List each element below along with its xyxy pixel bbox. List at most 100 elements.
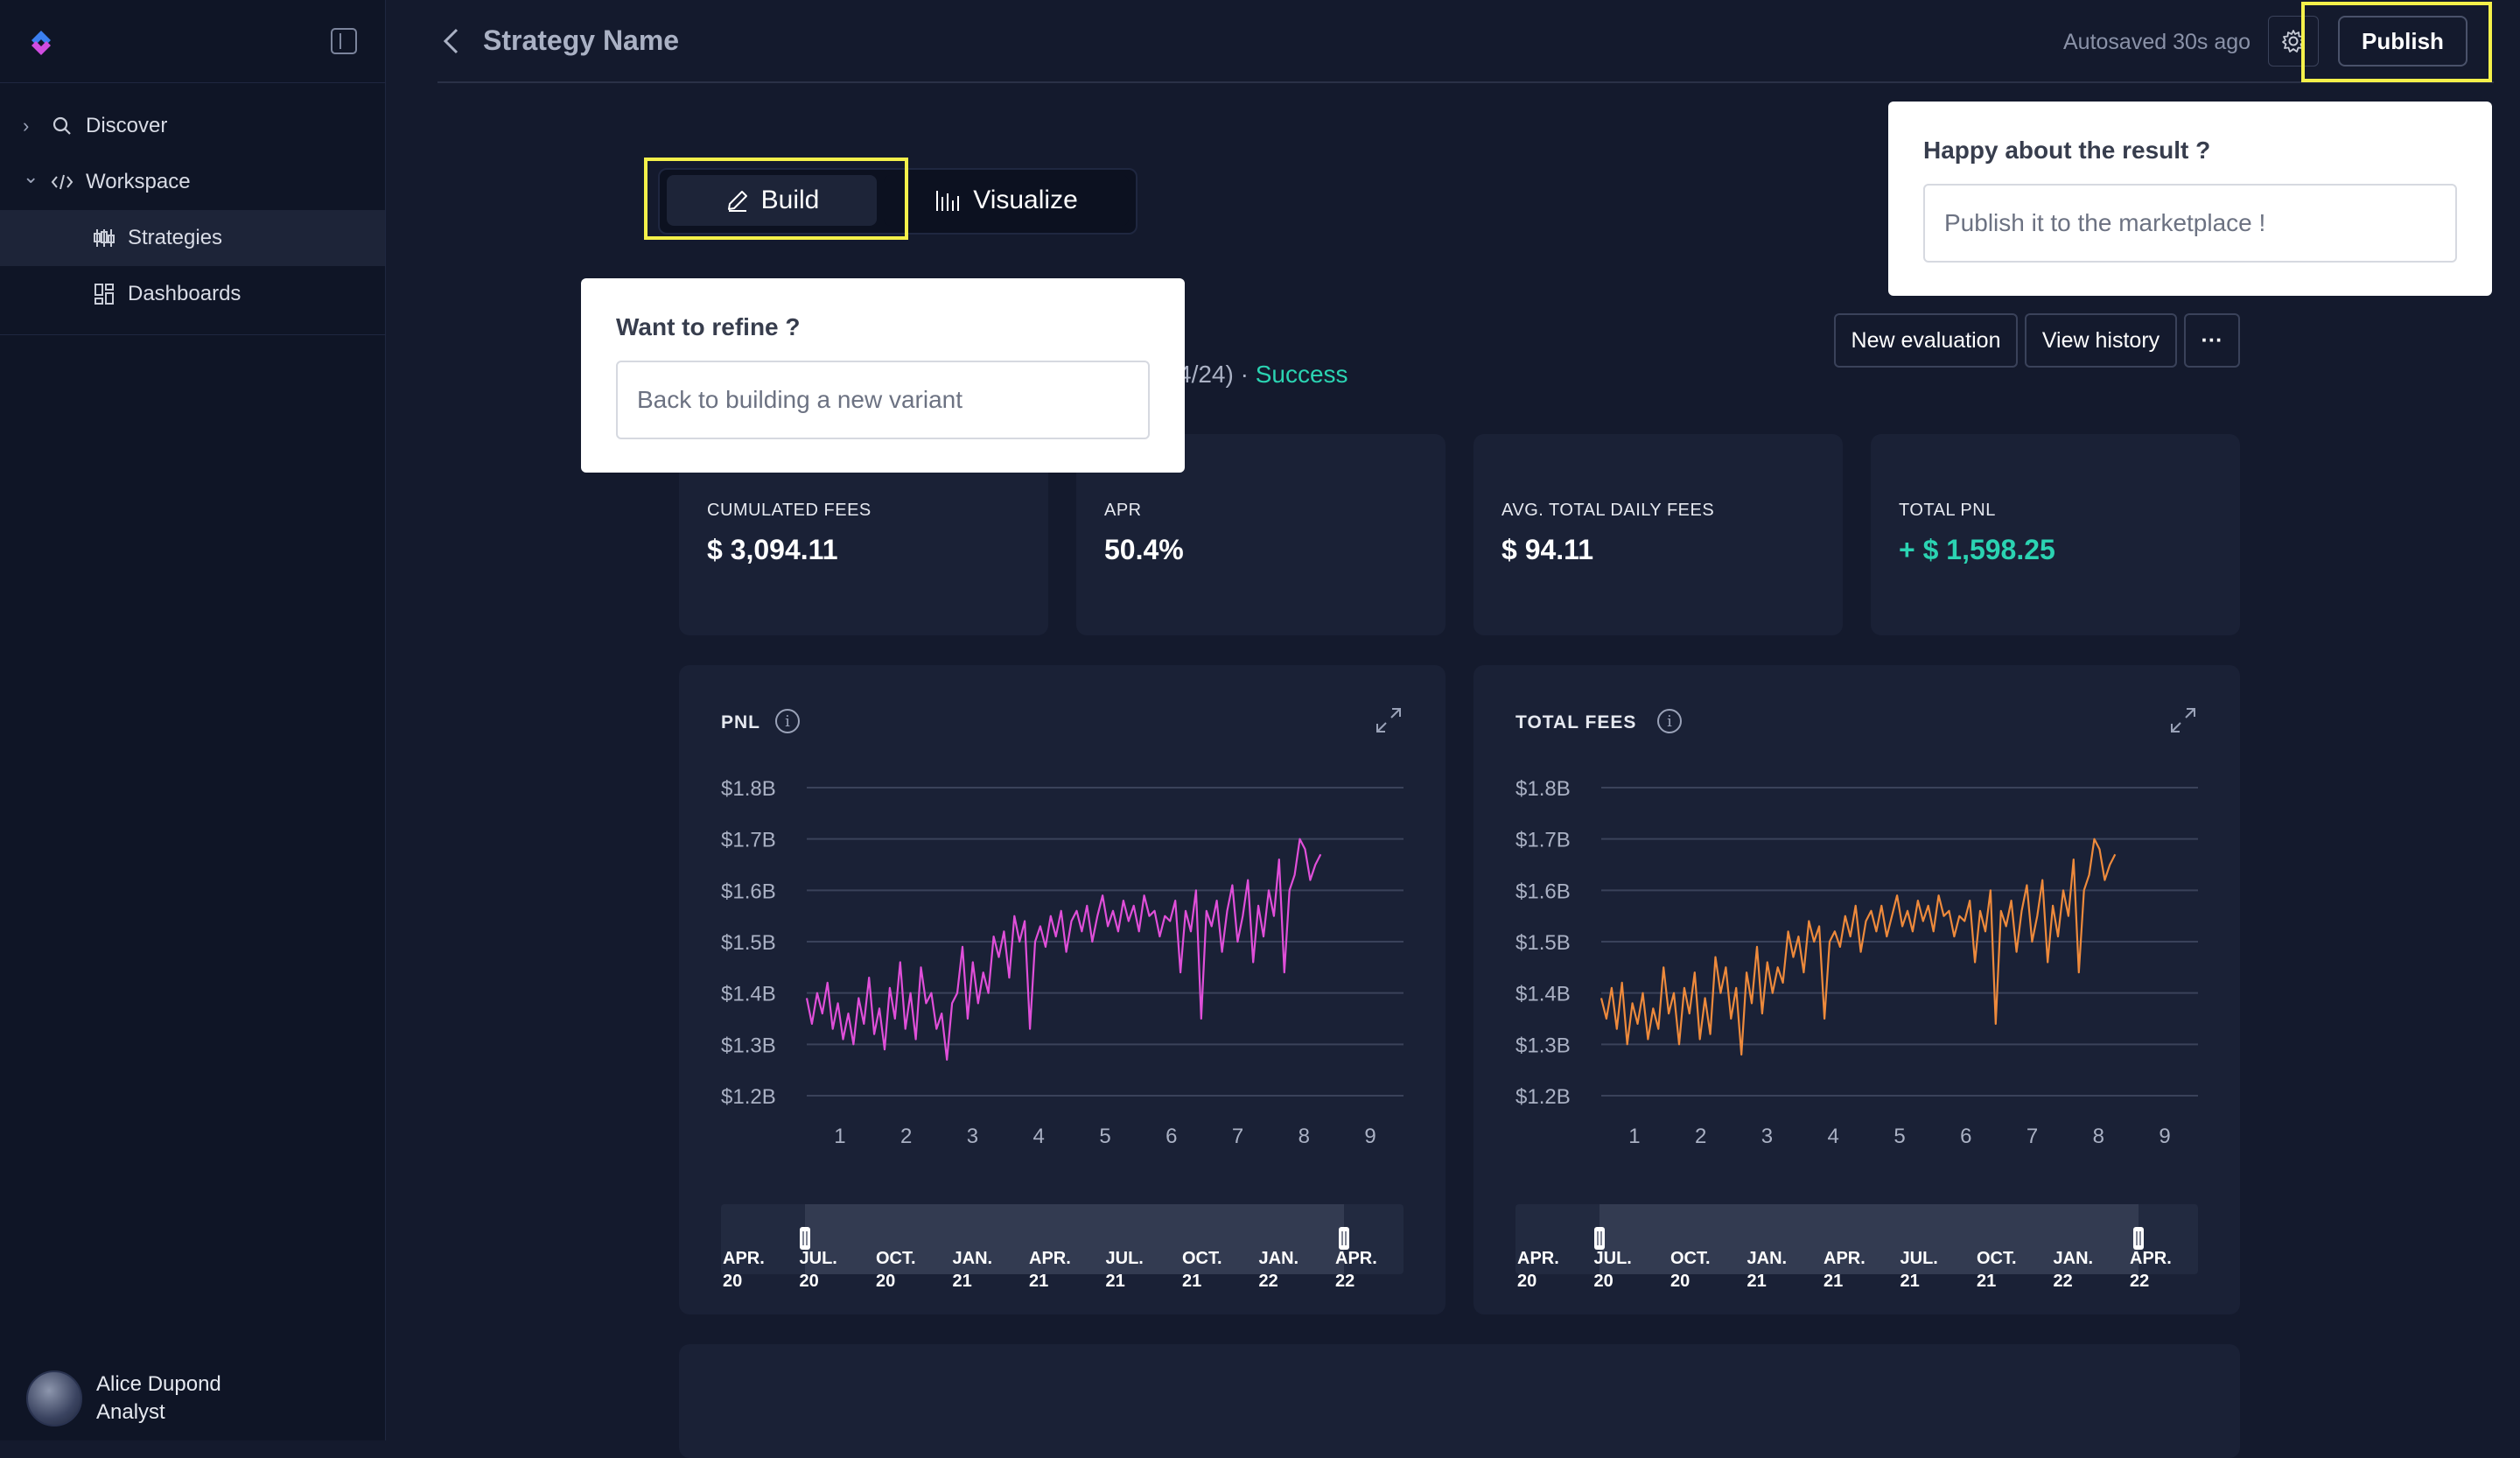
x-tick-label: 6 xyxy=(1166,1125,1177,1148)
x-tick-label: 9 xyxy=(2159,1125,2170,1148)
y-tick-label: $1.2B xyxy=(1516,1085,1571,1109)
x-tick-label: 2 xyxy=(1695,1125,1706,1148)
range-label-month: OCT. xyxy=(1670,1249,1711,1268)
refine-tooltip-cta[interactable]: Back to building a new variant xyxy=(616,361,1150,439)
x-tick-label: 6 xyxy=(1960,1125,1971,1148)
range-label-year: 20 xyxy=(1517,1272,1536,1291)
y-tick-label: $1.4B xyxy=(721,983,776,1006)
tab-build-label: Build xyxy=(760,186,820,214)
stat-label: TOTAL PNL xyxy=(1899,501,1996,520)
x-tick-label: 2 xyxy=(900,1125,912,1148)
back-icon[interactable] xyxy=(441,26,467,56)
view-history-button[interactable]: View history xyxy=(2025,313,2177,368)
y-tick-label: $1.6B xyxy=(1516,880,1571,903)
stat-value: + $ 1,598.25 xyxy=(1899,534,2055,565)
range-slider-handle[interactable] xyxy=(2133,1227,2144,1250)
range-slider-handle[interactable] xyxy=(1339,1227,1349,1250)
sidebar-collapse-icon[interactable] xyxy=(331,28,357,54)
sidebar-item-workspace[interactable]: ⌄ Workspace xyxy=(0,154,385,210)
y-tick-label: $1.8B xyxy=(1516,777,1571,801)
x-tick-label: 5 xyxy=(1099,1125,1110,1148)
range-label-month: JAN. xyxy=(953,1249,993,1268)
pencil-icon xyxy=(727,191,747,212)
y-tick-label: $1.6B xyxy=(721,880,776,903)
range-label-year: 21 xyxy=(1106,1272,1125,1291)
tab-build[interactable]: Build xyxy=(667,175,877,226)
x-tick-label: 3 xyxy=(1761,1125,1773,1148)
x-tick-label: 8 xyxy=(2093,1125,2104,1148)
total-fees-chart: $1.8B $1.7B $1.6B $1.5B $1.4B $1.3B $1.2B 1 2 3 4 5… xyxy=(1516,777,2198,1291)
info-icon[interactable]: i xyxy=(1657,709,1682,733)
chart-card-pnl: PNL i $1.8B $1.7B $1.6B $1.5B $1.4B $1.3B $1.2… xyxy=(679,665,1446,1314)
range-slider-handle[interactable] xyxy=(1594,1227,1605,1250)
tab-visualize-label: Visualize xyxy=(973,186,1078,214)
publish-button[interactable]: Publish xyxy=(2338,16,2468,67)
range-label-month: APR. xyxy=(1824,1249,1866,1268)
range-label-year: 22 xyxy=(2130,1272,2149,1291)
stat-label: CUMULATED FEES xyxy=(707,501,872,520)
chevron-right-icon[interactable]: › xyxy=(23,115,30,137)
range-label-month: APR. xyxy=(723,1249,765,1268)
more-options-button[interactable]: ··· xyxy=(2184,313,2240,368)
sidebar-item-label: Dashboards xyxy=(128,282,242,305)
build-highlight xyxy=(644,158,908,240)
stat-card-total-pnl: TOTAL PNL + $ 1,598.25 xyxy=(1871,434,2240,635)
range-label-year: 21 xyxy=(1029,1272,1048,1291)
sidebar-item-label: Discover xyxy=(86,114,168,137)
range-label-month: APR. xyxy=(1029,1249,1071,1268)
chevron-down-icon[interactable]: ⌄ xyxy=(23,165,39,187)
publish-tooltip: Happy about the result ? Publish it to t… xyxy=(1888,102,2492,296)
range-label-month: JAN. xyxy=(1259,1249,1299,1268)
range-label-year: 20 xyxy=(1594,1272,1614,1291)
tab-visualize[interactable]: Visualize xyxy=(884,175,1129,226)
range-label-month: JUL. xyxy=(1594,1249,1632,1268)
range-label-year: 21 xyxy=(1824,1272,1843,1291)
y-tick-label: $1.3B xyxy=(1516,1034,1571,1057)
autosave-status: Autosaved 30s ago xyxy=(2063,30,2251,54)
bar-chart-icon xyxy=(936,191,960,211)
y-tick-label: $1.5B xyxy=(1516,931,1571,955)
dashboard-icon xyxy=(93,283,116,305)
code-icon xyxy=(51,171,74,193)
app-logo-icon[interactable] xyxy=(24,26,58,60)
stat-value: $ 94.11 xyxy=(1502,534,1593,565)
publish-highlight xyxy=(2301,2,2492,82)
sidebar-item-discover[interactable]: › Discover xyxy=(0,98,385,154)
range-label-month: JUL. xyxy=(1900,1249,1938,1268)
y-tick-label: $1.3B xyxy=(721,1034,776,1057)
range-label-month: OCT. xyxy=(1977,1249,2017,1268)
expand-icon[interactable] xyxy=(1374,705,1404,735)
evaluation-date: 4/24) · xyxy=(1178,361,1256,388)
publish-tooltip-cta[interactable]: Publish it to the marketplace ! xyxy=(1923,184,2457,263)
x-tick-label: 4 xyxy=(1828,1125,1839,1148)
sidebar-item-dashboards[interactable]: Dashboards xyxy=(0,266,385,322)
sidebar-item-strategies[interactable]: Strategies xyxy=(0,210,385,266)
x-tick-label: 3 xyxy=(967,1125,978,1148)
header-divider xyxy=(438,81,2494,83)
expand-icon[interactable] xyxy=(2168,705,2198,735)
info-icon[interactable]: i xyxy=(775,709,800,733)
range-label-month: OCT. xyxy=(876,1249,916,1268)
range-label-month: JUL. xyxy=(1106,1249,1144,1268)
range-slider-handle[interactable] xyxy=(800,1227,810,1250)
y-tick-label: $1.7B xyxy=(721,829,776,852)
status-badge: Success xyxy=(1255,361,1348,388)
range-slider-selection[interactable] xyxy=(1600,1204,2138,1274)
x-tick-label: 9 xyxy=(1364,1125,1376,1148)
new-evaluation-button[interactable]: New evaluation xyxy=(1834,313,2018,368)
user-profile[interactable]: Alice Dupond Analyst xyxy=(26,1370,221,1426)
range-label-year: 22 xyxy=(1259,1272,1278,1291)
range-label-month: APR. xyxy=(1335,1249,1377,1268)
x-tick-label: 7 xyxy=(2026,1125,2038,1148)
range-label-year: 21 xyxy=(1977,1272,1996,1291)
publish-tooltip-title: Happy about the result ? xyxy=(1923,137,2211,164)
bottom-card xyxy=(679,1344,2240,1458)
x-tick-label: 1 xyxy=(834,1125,845,1148)
range-label-year: 20 xyxy=(876,1272,895,1291)
sidebar-divider xyxy=(0,82,385,83)
range-label-year: 21 xyxy=(1747,1272,1767,1291)
range-slider-selection[interactable] xyxy=(805,1204,1344,1274)
y-tick-label: $1.2B xyxy=(721,1085,776,1109)
avatar[interactable] xyxy=(26,1370,82,1426)
range-label-year: 22 xyxy=(2054,1272,2073,1291)
